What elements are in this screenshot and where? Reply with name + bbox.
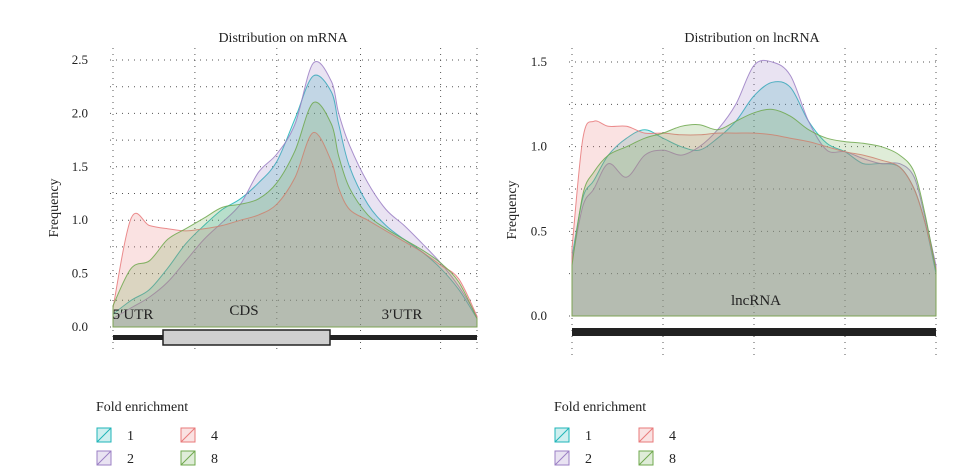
lncrna-y-tick-label: 0.5 [531,223,547,238]
lncrna-region-label: lncRNA [731,293,781,309]
cds-label: CDS [229,303,258,319]
lncrna-area-series-1 [571,81,937,317]
mrna-y-tick-label: 2.5 [72,52,88,67]
mrna-y-ticks: 0.0 0.5 1.0 1.5 2.0 2.5 [72,52,88,334]
lncrna-legend-label-1: 1 [585,429,592,444]
mrna-legend-title: Fold enrichment [96,400,188,415]
utr5-label: 5′UTR [113,307,154,323]
lncrna-y-tick-label: 1.0 [531,139,547,154]
mrna-legend-label-8: 8 [211,452,218,467]
lncrna-y-ticks: 0.0 0.5 1.0 1.5 [531,54,547,323]
mrna-area-series-2 [112,61,478,328]
mrna-y-tick-label: 1.5 [72,159,88,174]
utr5-track [113,335,164,340]
mrna-y-tick-label: 0.0 [72,319,88,334]
mrna-legend: Fold enrichment 1 2 4 8 [96,400,218,467]
mrna-area-series-4 [112,132,478,328]
lncrna-legend-key-1 [554,427,570,443]
lncrna-legend-key-8 [638,450,654,466]
lncrna-legend-key-4 [638,427,654,443]
lncrna-y-axis-label: Frequency [505,180,520,239]
mrna-y-tick-label: 1.0 [72,212,88,227]
mrna-area-series-8 [112,101,478,328]
lncrna-legend-label-4: 4 [669,429,676,444]
mrna-series [112,61,478,328]
mrna-legend-key-8 [180,450,196,466]
mrna-chart-title: Distribution on mRNA [218,31,348,46]
lncrna-y-tick-label: 0.0 [531,308,547,323]
lncrna-track [572,328,936,336]
mrna-y-axis-label: Frequency [47,178,62,237]
mrna-legend-key-1 [96,427,112,443]
cds-track [162,329,331,346]
lncrna-series [571,59,937,317]
mrna-legend-label-4: 4 [211,429,218,444]
mrna-panel: Distribution on mRNA Frequency 0.0 0.5 1.0… [47,31,480,352]
mrna-legend-label-2: 2 [127,452,134,467]
lncrna-legend: Fold enrichment 1 2 4 8 [554,400,676,467]
lncrna-y-tick-label: 1.5 [531,54,547,69]
lncrna-chart-title: Distribution on lncRNA [684,31,820,46]
lncrna-legend-title: Fold enrichment [554,400,646,415]
lncrna-area-series-8 [571,108,937,317]
utr3-label: 3′UTR [382,307,423,323]
utr3-track [330,335,477,340]
lncrna-legend-label-2: 2 [585,452,592,467]
mrna-transcript-track [113,329,477,346]
lncrna-legend-label-8: 8 [669,452,676,467]
mrna-y-tick-label: 0.5 [72,266,88,281]
lncrna-panel: Distribution on lncRNA Frequency 0.0 0.5 1… [505,31,939,358]
mrna-legend-label-1: 1 [127,429,134,444]
mrna-legend-key-4 [180,427,196,443]
lncrna-legend-key-2 [554,450,570,466]
mrna-legend-key-2 [96,450,112,466]
lncrna-area-series-4 [571,120,937,317]
mrna-y-tick-label: 2.0 [72,105,88,120]
